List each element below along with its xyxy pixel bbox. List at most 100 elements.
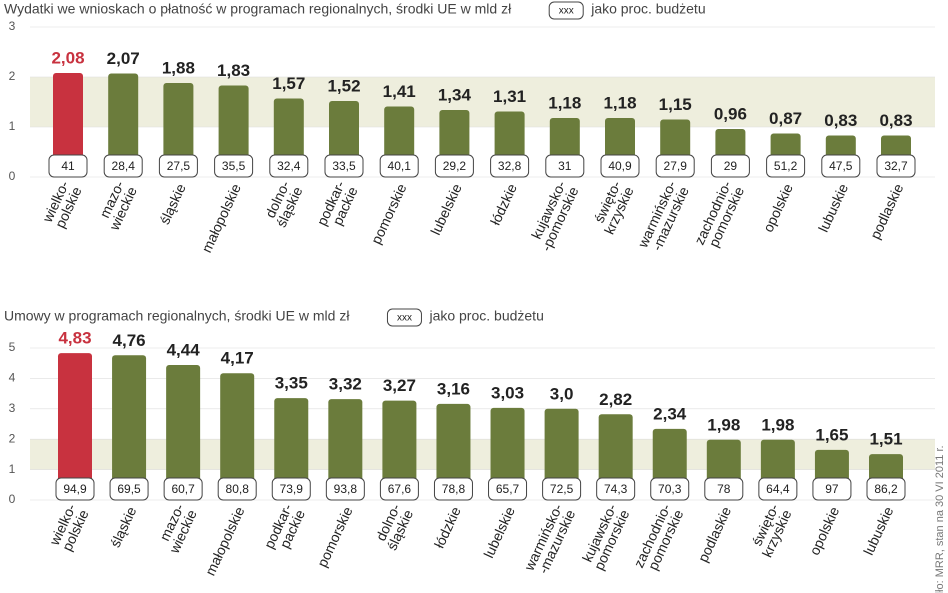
percent-label: 32,4 [277, 159, 301, 173]
percent-box [433, 477, 473, 501]
percent-box [488, 477, 528, 501]
percent-box [158, 154, 198, 178]
bar [436, 403, 471, 500]
percent-label: 70,3 [658, 482, 682, 496]
value-label: 1,34 [438, 85, 472, 104]
percent-label: 32,7 [884, 159, 908, 173]
x-tick-label: opolskie [806, 504, 842, 558]
value-label: 4,76 [113, 331, 146, 350]
percent-box [325, 477, 365, 501]
x-tick-label: warmińsko--mazurskie [520, 501, 578, 580]
x-tick-label: święto-krzyskie [746, 501, 795, 560]
percent-box [55, 477, 95, 501]
value-label: 1,15 [659, 95, 692, 114]
value-label: 1,98 [761, 415, 794, 434]
value-label: 0,96 [714, 104, 747, 123]
value-label: 3,35 [275, 374, 308, 393]
value-label: 0,87 [769, 109, 802, 128]
percent-label: 51,2 [774, 159, 798, 173]
percent-box [821, 154, 861, 178]
bar [274, 398, 309, 500]
y-tick-label: 3 [9, 401, 16, 415]
value-label: 2,34 [653, 404, 687, 423]
x-tick-label: podkar-packie [313, 178, 360, 234]
percent-label: 69,5 [117, 482, 141, 496]
percent-label: 41 [61, 159, 75, 173]
percent-box [379, 154, 419, 178]
legend-box-label: xxx [397, 313, 412, 324]
value-label: 1,51 [869, 430, 902, 449]
percent-label: 40,9 [608, 159, 632, 173]
x-tick-label: mazo-wieckie [153, 501, 200, 556]
percent-label: 28,4 [112, 159, 136, 173]
bar [166, 365, 201, 500]
percent-label: 97 [825, 482, 839, 496]
percent-box [490, 154, 530, 178]
y-tick-label: 2 [9, 69, 16, 83]
bar [544, 408, 579, 500]
x-tick-label: podkar-packie [260, 501, 307, 557]
value-label: 3,32 [329, 375, 362, 394]
bar [112, 355, 147, 500]
x-tick-label: kujawsko-pomorskie [578, 501, 633, 573]
percent-label: 65,7 [496, 482, 520, 496]
x-tick-label: pomorskie [314, 504, 356, 569]
percent-label: 93,8 [334, 482, 358, 496]
x-tick-label: śląskie [107, 504, 140, 550]
bar [328, 399, 363, 500]
y-tick-label: 4 [9, 371, 16, 385]
percent-box [866, 477, 906, 501]
y-tick-label: 0 [9, 492, 16, 506]
percent-label: 86,2 [874, 482, 898, 496]
percent-label: 80,8 [226, 482, 250, 496]
percent-box [600, 154, 640, 178]
percent-label: 74,3 [604, 482, 628, 496]
y-tick-label: 2 [9, 431, 16, 445]
percent-box [542, 477, 582, 501]
value-label: 0,83 [879, 111, 912, 130]
value-label: 3,27 [383, 376, 416, 395]
percent-box [812, 477, 852, 501]
x-tick-label: zachodnio-pomorskie [630, 501, 686, 576]
y-tick-label: 1 [9, 462, 16, 476]
value-label: 1,57 [272, 74, 305, 93]
legend-text: jako proc. budżetu [428, 308, 543, 324]
x-tick-label: śląskie [156, 181, 189, 227]
percent-box [271, 477, 311, 501]
x-tick-label: lubuskie [860, 504, 896, 558]
percent-box [704, 477, 744, 501]
percent-box [545, 154, 585, 178]
value-label: 0,83 [824, 111, 857, 130]
value-label: 4,83 [58, 329, 91, 348]
bar [490, 407, 525, 500]
percent-box [758, 477, 798, 501]
percent-box [650, 477, 690, 501]
y-tick-label: 5 [9, 340, 16, 354]
x-tick-label: podlaskie [867, 181, 907, 242]
percent-label: 78 [717, 482, 731, 496]
legend-text: jako proc. budżetu [590, 1, 705, 17]
value-label: 3,03 [491, 383, 524, 402]
percent-label: 60,7 [171, 482, 195, 496]
bar [220, 373, 255, 500]
percent-label: 33,5 [332, 159, 356, 173]
source: Źródło: MRR, stan na 30 VI 2011 r. [933, 445, 946, 593]
percent-box [710, 154, 750, 178]
chart-title: Wydatki we wnioskach o płatność w progra… [4, 1, 512, 17]
x-tick-label: małopolskie [198, 181, 244, 255]
percent-box [766, 154, 806, 178]
percent-box [379, 477, 419, 501]
x-tick-label: opolskie [759, 181, 795, 235]
percent-label: 27,9 [664, 159, 688, 173]
x-tick-label: mazo-wieckie [93, 178, 140, 233]
percent-box [434, 154, 474, 178]
x-tick-label: lubelskie [480, 504, 518, 560]
percent-label: 78,8 [442, 482, 466, 496]
x-tick-label: pomorskie [367, 181, 409, 246]
value-label: 2,07 [107, 49, 140, 68]
percent-label: 67,6 [388, 482, 412, 496]
value-label: 2,82 [599, 390, 632, 409]
percent-box [214, 154, 254, 178]
percent-box [163, 477, 203, 501]
